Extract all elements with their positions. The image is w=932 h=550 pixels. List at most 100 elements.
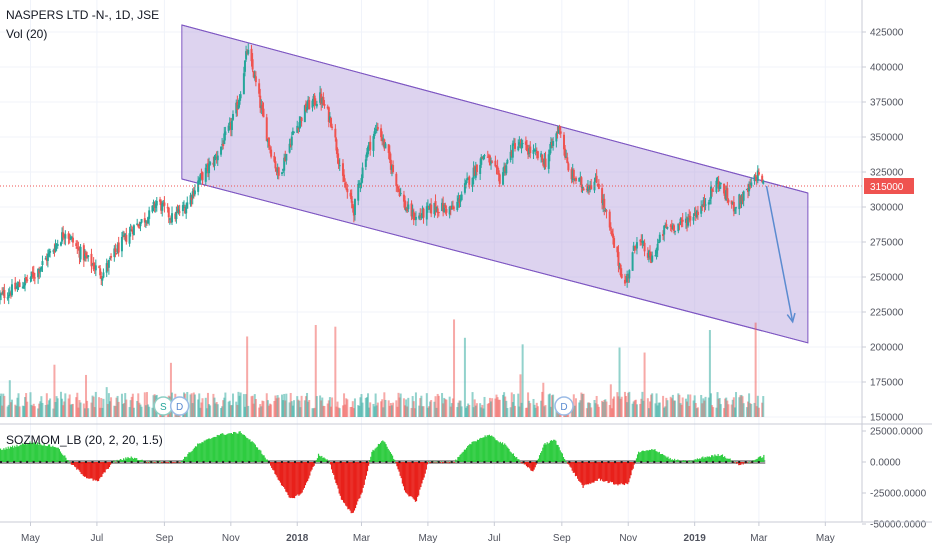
momentum-bar: [703, 458, 705, 462]
volume-bar: [540, 400, 543, 417]
volume-bar: [463, 337, 466, 417]
momentum-zero-dot: [522, 461, 525, 463]
candle-body: [739, 195, 742, 204]
momentum-bar: [700, 458, 702, 462]
candle-body: [406, 207, 409, 212]
volume-bar: [76, 392, 79, 417]
momentum-bar: [574, 462, 577, 477]
momentum-bar: [377, 443, 380, 462]
candle-body: [41, 261, 44, 266]
volume-bar: [733, 407, 736, 417]
volume-bar: [588, 402, 591, 417]
volume-bar: [327, 400, 330, 417]
volume-bar: [749, 403, 752, 417]
volume-bar: [382, 407, 385, 417]
volume-bar: [246, 336, 249, 417]
momentum-bar: [505, 444, 507, 462]
candle-body: [175, 211, 178, 219]
volume-bar: [306, 392, 309, 417]
candle-body: [163, 202, 166, 206]
momentum-bar: [289, 462, 291, 499]
volume-bar: [140, 406, 143, 417]
candle-body: [258, 83, 261, 94]
momentum-bar: [694, 459, 696, 462]
momentum-bar: [240, 433, 242, 462]
event-marker-letter: S: [160, 402, 167, 413]
volume-bar: [717, 398, 720, 417]
momentum-bar: [229, 433, 231, 462]
momentum-zero-dot: [587, 461, 590, 463]
volume-bar: [672, 400, 675, 417]
event-marker-dividend: [554, 396, 574, 416]
momentum-bar: [234, 431, 236, 462]
candle-body: [300, 117, 303, 122]
candle-body: [704, 204, 707, 206]
momentum-bar: [186, 456, 188, 462]
volume-bar: [541, 391, 544, 417]
volume-bar: [358, 405, 361, 417]
candlesticks: [0, 43, 765, 305]
volume-bar: [232, 393, 235, 417]
momentum-bar: [572, 462, 574, 473]
momentum-bar: [10, 447, 13, 462]
volume-bar: [443, 397, 446, 417]
momentum-bar: [666, 457, 668, 462]
momentum-bar: [408, 462, 410, 497]
candle-body: [242, 73, 245, 95]
momentum-zero-dot: [228, 461, 231, 463]
momentum-bar: [418, 462, 420, 496]
momentum-bar: [230, 433, 233, 462]
momentum-bar: [482, 437, 484, 462]
volume-bar: [77, 407, 80, 417]
momentum-bar: [529, 462, 531, 469]
momentum-bar: [728, 459, 730, 462]
candle-body: [7, 294, 10, 299]
momentum-bar: [430, 462, 432, 464]
momentum-bar: [337, 462, 339, 489]
candle-body: [740, 196, 743, 204]
candle-body: [397, 186, 400, 189]
momentum-bar: [148, 462, 150, 463]
momentum-bar: [338, 462, 340, 494]
momentum-bar: [193, 447, 196, 462]
momentum-bar: [656, 451, 658, 462]
volume-bar: [144, 405, 147, 417]
candle-body: [651, 255, 654, 262]
candle-body: [93, 267, 96, 270]
momentum-bar: [299, 462, 301, 495]
candle-body: [380, 128, 383, 138]
candle-body: [665, 224, 668, 228]
momentum-bar: [365, 462, 368, 476]
volume-bar: [229, 405, 232, 417]
momentum-bar: [38, 444, 40, 462]
volume-bar: [488, 397, 491, 417]
volume-bar: [756, 395, 759, 417]
candle-body: [76, 246, 79, 248]
momentum-bar: [282, 462, 284, 486]
last-price-label: 315000: [870, 182, 904, 193]
momentum-bar: [362, 462, 364, 488]
momentum-bar: [471, 441, 473, 462]
momentum-zero-dot: [280, 461, 283, 463]
candle-body: [551, 142, 554, 145]
candle-body: [359, 184, 362, 186]
candle-body: [314, 104, 317, 106]
momentum-bar: [491, 435, 493, 462]
momentum-bar: [328, 460, 331, 462]
momentum-bar: [366, 462, 369, 472]
momentum-bar: [357, 462, 359, 502]
momentum-bar: [548, 442, 550, 462]
candle-body: [453, 207, 456, 209]
candle-body: [642, 242, 645, 244]
momentum-bar: [566, 461, 568, 463]
candle-body: [232, 113, 235, 120]
candle-body: [512, 143, 515, 146]
momentum-bar: [556, 444, 558, 462]
candle-body: [222, 143, 225, 147]
volume-bar: [578, 402, 581, 417]
volume-bar: [396, 406, 399, 417]
candle-body: [731, 201, 734, 204]
candle-body: [633, 246, 636, 248]
momentum-bar: [403, 462, 406, 491]
